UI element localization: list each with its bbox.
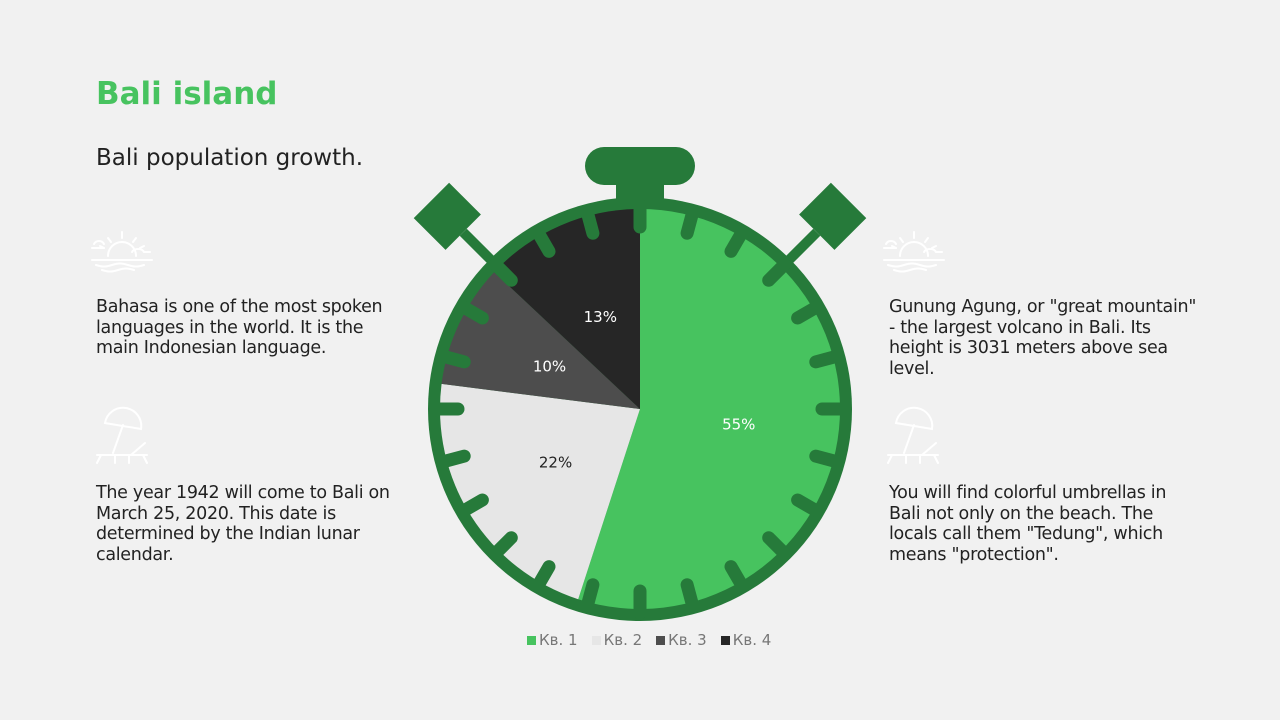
chart-legend: Кв. 1 Кв. 2 Кв. 3 Кв. 4: [527, 631, 771, 649]
tick-mark: [489, 531, 518, 560]
side-button: [784, 182, 867, 265]
tick-mark: [680, 578, 700, 613]
tick-mark: [580, 205, 600, 240]
tick-mark: [809, 449, 844, 469]
legend-swatch: [720, 636, 730, 645]
side-button: [413, 182, 496, 265]
pie-slice: [441, 272, 640, 409]
beach-umbrella-icon: [96, 406, 148, 464]
beach-umbrella-icon: [887, 406, 939, 464]
legend-item: Кв. 1: [527, 631, 578, 649]
legend-item: Кв. 4: [720, 631, 772, 649]
text-right-2: You will find colorful umbrellas in Bali…: [889, 483, 1167, 565]
legend-label: Кв. 3: [668, 631, 707, 649]
legend-swatch: [656, 636, 666, 645]
sunset-icon: [91, 231, 153, 273]
data-label: 13%: [584, 308, 617, 326]
pie-slice: [494, 209, 640, 409]
tick-mark: [489, 258, 518, 287]
tick-mark: [791, 300, 824, 325]
text-right-1: Gunung Agung, or "great mountain" - the …: [889, 297, 1197, 379]
legend-label: Кв. 2: [603, 631, 643, 649]
text-left-1: Bahasa is one of the most spoken languag…: [96, 297, 383, 358]
tick-mark: [436, 349, 471, 369]
tick-mark: [531, 560, 556, 593]
tick-mark: [436, 449, 471, 469]
legend-label: Кв. 4: [732, 631, 772, 649]
tick-mark: [791, 493, 824, 518]
tick-mark: [456, 300, 489, 325]
legend-swatch: [591, 636, 601, 645]
text-left-2: The year 1942 will come to Bali on March…: [96, 483, 390, 565]
slide-subtitle: Bali population growth.: [96, 145, 364, 171]
tick-mark: [762, 258, 791, 287]
legend-label: Кв. 1: [539, 631, 578, 649]
tick-mark: [531, 225, 556, 258]
crown: [585, 147, 695, 185]
data-label: 10%: [533, 357, 566, 375]
legend-item: Кв. 3: [656, 631, 707, 649]
tick-mark: [762, 531, 791, 560]
data-label: 22%: [539, 454, 572, 472]
pie-slice: [440, 383, 640, 600]
legend-item: Кв. 2: [591, 631, 643, 649]
tick-mark: [456, 493, 489, 518]
tick-mark: [724, 225, 749, 258]
tick-mark: [680, 205, 700, 240]
legend-swatch: [527, 636, 536, 645]
tick-mark: [724, 560, 749, 593]
tick-mark: [809, 349, 844, 369]
tick-mark: [580, 578, 600, 613]
data-label: 55%: [722, 416, 755, 434]
slide-title: Bali island: [96, 76, 278, 112]
pie-slice: [578, 209, 840, 609]
sunset-icon: [883, 231, 945, 273]
